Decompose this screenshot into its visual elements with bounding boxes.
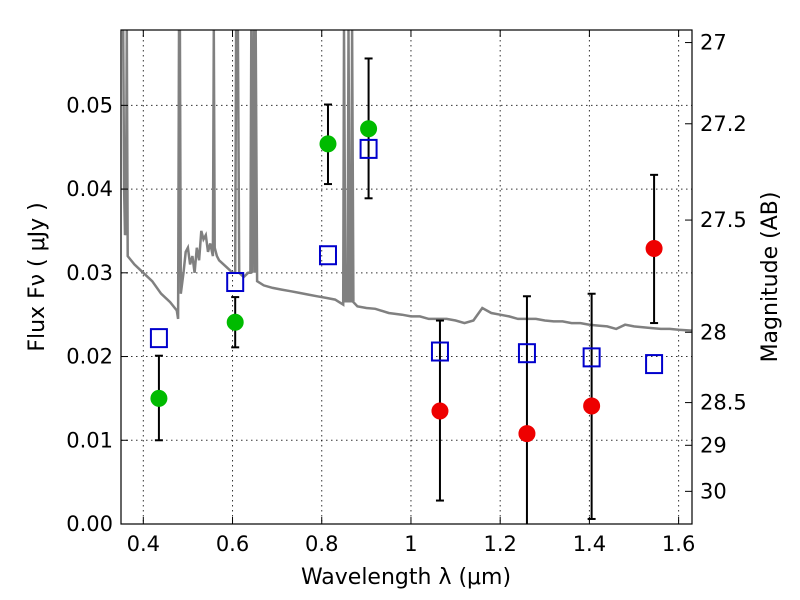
y-right-tick-label: 28.5 — [700, 391, 747, 415]
green-data-point — [150, 389, 168, 407]
x-tick-label: 1.6 — [662, 532, 695, 556]
y-tick-label: 0.05 — [66, 93, 113, 117]
x-tick-label: 1.4 — [573, 532, 606, 556]
model-square-marker — [318, 245, 337, 266]
data-markers — [149, 57, 664, 524]
y-right-tick-label: 27.5 — [700, 208, 747, 232]
y-right-tick-label: 27 — [700, 31, 727, 55]
model-square-marker — [359, 138, 378, 159]
x-axis-label: Wavelength λ (μm) — [301, 565, 511, 590]
y-tick-label: 0.03 — [66, 261, 113, 285]
model-square-marker — [517, 343, 536, 364]
green-data-point — [226, 313, 244, 331]
y-tick-label: 0.00 — [66, 512, 113, 536]
red-data-point — [431, 402, 449, 420]
red-data-point — [518, 425, 536, 443]
y-tick-label: 0.01 — [66, 428, 113, 452]
model-square-marker — [226, 272, 245, 293]
x-tick-label: 1 — [404, 532, 417, 556]
x-tick-label: 1.2 — [483, 532, 516, 556]
y-axis-label: Flux Fν ( μJy ) — [25, 202, 50, 351]
model-square-marker — [149, 328, 168, 349]
y-right-tick-label: 28 — [700, 320, 727, 344]
green-data-point — [319, 135, 337, 153]
model-square-marker — [582, 347, 601, 368]
y-right-tick-label: 27.2 — [700, 112, 747, 136]
plot-area — [121, 30, 692, 524]
y-right-tick-label: 30 — [700, 479, 727, 503]
green-data-point — [360, 120, 378, 138]
axis-ticks: 0.4 0.6 0.8 1 1.2 1.4 1.6 0.00 0.01 0.02 0.03 0.04 0… — [66, 30, 747, 556]
y-right-tick-label: 29 — [700, 433, 727, 457]
y-tick-label: 0.02 — [66, 345, 113, 369]
model-square-marker — [645, 354, 664, 375]
y-right-axis-label: Magnitude (AB) — [758, 192, 783, 363]
red-data-point — [583, 397, 601, 415]
x-tick-label: 0.8 — [305, 532, 338, 556]
y-tick-label: 0.04 — [66, 177, 113, 201]
model-spectrum-line — [121, 30, 692, 332]
x-tick-label: 0.6 — [216, 532, 249, 556]
x-tick-label: 0.4 — [127, 532, 160, 556]
plot-frame — [120, 29, 693, 525]
red-data-point — [645, 240, 663, 258]
grid-lines — [121, 30, 692, 525]
model-square-marker — [430, 341, 449, 362]
